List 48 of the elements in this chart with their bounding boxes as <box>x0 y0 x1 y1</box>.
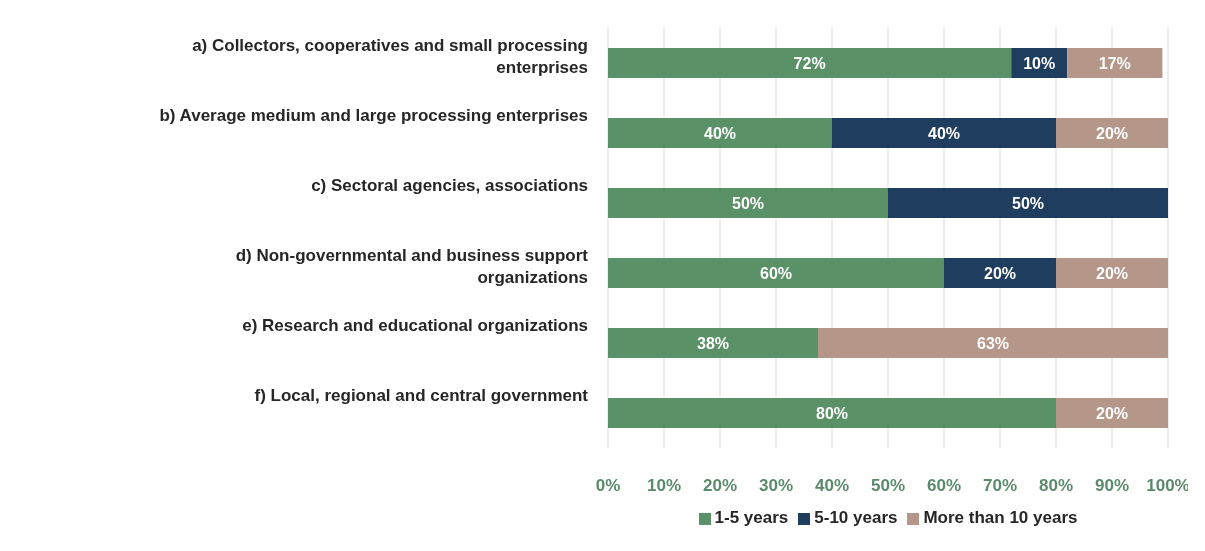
data-label: 60% <box>759 265 793 282</box>
x-tick-label: 0% <box>595 476 621 496</box>
legend-label: 5-10 years <box>814 508 898 527</box>
y-tick-label: d) Non-governmental and business support organizations <box>235 246 589 287</box>
x-tick-label: 30% <box>758 476 794 496</box>
bar <box>608 258 944 288</box>
bar <box>608 328 818 358</box>
bar <box>818 328 1168 358</box>
data-label: 17% <box>1098 55 1131 72</box>
y-tick-label: e) Research and educational organizations <box>242 316 588 335</box>
x-tick-label: 40% <box>814 476 850 496</box>
x-tick-label: 50% <box>870 476 906 496</box>
y-tick-label: a) Collectors, cooperatives and small processing enterprises <box>192 36 588 77</box>
data-label: 40% <box>703 125 737 142</box>
data-label: 63% <box>976 335 1010 352</box>
data-label: 80% <box>815 405 849 422</box>
y-tick-label: f) Local, regional and central government <box>254 386 589 405</box>
data-label: 20% <box>1095 405 1129 422</box>
bar <box>944 258 1056 288</box>
x-tick-label: 20% <box>702 476 738 496</box>
data-label: 20% <box>1095 265 1129 282</box>
bar <box>608 48 1012 78</box>
bar <box>608 188 888 218</box>
data-label: 50% <box>731 195 765 212</box>
data-label: 72% <box>793 55 826 72</box>
x-tick-label: 80% <box>1038 476 1074 496</box>
data-label: 50% <box>1011 195 1045 212</box>
data-label: 10% <box>1023 55 1056 72</box>
legend-label: More than 10 years <box>923 508 1078 527</box>
bar <box>1056 118 1168 148</box>
bar <box>1056 258 1168 288</box>
bar <box>832 118 1056 148</box>
y-tick-label: c) Sectoral agencies, associations <box>311 176 588 195</box>
y-tick-label: b) Average medium and large processing enterprises <box>159 106 588 125</box>
bar <box>608 118 832 148</box>
data-label: 20% <box>983 265 1017 282</box>
x-tick-label: 60% <box>926 476 962 496</box>
x-tick-label: 10% <box>646 476 682 496</box>
bar <box>1056 398 1168 428</box>
bar <box>888 188 1168 218</box>
data-label: 38% <box>696 335 730 352</box>
data-label: 20% <box>1095 125 1129 142</box>
bar <box>608 398 1056 428</box>
legend-label: 1-5 years <box>714 508 789 527</box>
data-label: 40% <box>927 125 961 142</box>
x-tick-label: 70% <box>982 476 1018 496</box>
bar <box>1067 48 1163 78</box>
x-tick-label: 90% <box>1094 476 1130 496</box>
